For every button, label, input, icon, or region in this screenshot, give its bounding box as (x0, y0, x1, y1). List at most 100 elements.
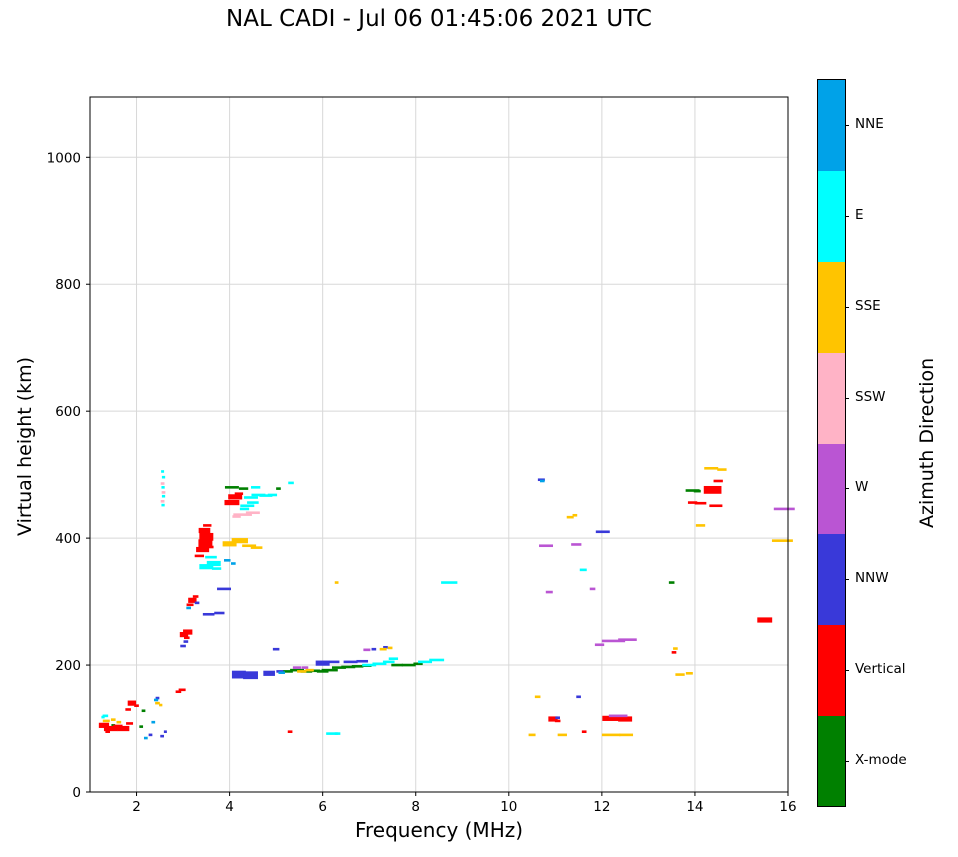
data-point-sse (704, 467, 719, 470)
data-point-nnw (194, 601, 200, 605)
data-point-x-mode (276, 487, 281, 490)
data-point-vertical (175, 690, 182, 694)
data-point-w (618, 638, 637, 641)
data-point-e (161, 470, 165, 473)
data-point-x-mode (311, 669, 321, 673)
data-point-e (418, 660, 433, 664)
data-point-vertical (198, 527, 211, 534)
data-point-sse (572, 513, 578, 517)
data-point-nnw (343, 660, 358, 664)
data-point-sse (619, 733, 634, 737)
data-point-e (251, 486, 261, 489)
data-point-x-mode (351, 665, 364, 668)
data-point-vertical (228, 494, 243, 500)
data-point-ssw (161, 491, 166, 494)
data-point-vertical (183, 629, 193, 635)
data-point-nnw (183, 640, 189, 643)
data-point-nnw (180, 644, 186, 648)
data-point-nnw (272, 647, 280, 651)
data-point-x-mode (321, 668, 338, 672)
data-point-e (161, 503, 165, 507)
data-point-x-mode (139, 725, 144, 728)
data-point-sse (250, 546, 263, 549)
data-point-e (161, 475, 166, 479)
data-point-e (382, 660, 395, 664)
chart-title: NAL CADI - Jul 06 01:45:06 2021 UTC (226, 6, 652, 32)
data-point-sse (242, 544, 257, 548)
data-point-nnw (576, 695, 581, 699)
data-point-vertical (757, 617, 773, 623)
data-point-e (288, 481, 294, 485)
data-point-e (161, 494, 166, 498)
data-point-sse (110, 718, 116, 721)
data-point-ssw (160, 482, 165, 485)
colorbar-label: Azimuth Direction (916, 357, 938, 528)
data-point-sse (222, 541, 237, 547)
data-point-vertical (224, 499, 240, 506)
data-point-vertical (618, 716, 633, 722)
data-point-ssw (160, 500, 165, 503)
data-point-nnw (163, 730, 167, 734)
data-point-vertical (188, 597, 197, 603)
x-tick-label: 2 (132, 799, 141, 815)
data-point-e (239, 507, 250, 511)
data-point-w (292, 666, 302, 669)
data-point-nnw (217, 587, 231, 591)
data-point-e (259, 494, 273, 497)
data-point-sse (379, 647, 387, 651)
data-point-w (608, 714, 628, 718)
data-point-vertical (127, 700, 137, 706)
data-point-sse (534, 695, 541, 699)
data-point-e (388, 657, 399, 661)
x-tick-label: 12 (593, 799, 610, 815)
data-point-e (206, 560, 221, 567)
data-point-sse (528, 733, 536, 737)
data-point-vertical (671, 651, 677, 654)
data-point-vertical (125, 708, 131, 711)
data-point-x-mode (224, 486, 239, 489)
data-point-w (363, 648, 371, 652)
data-point-x-mode (238, 487, 249, 490)
y-tick-label: 600 (55, 404, 81, 420)
data-point-e (244, 496, 258, 499)
data-point-nnw (263, 670, 275, 676)
y-tick-label: 200 (55, 658, 81, 674)
data-point-e (579, 568, 587, 572)
data-point-x-mode (290, 668, 305, 672)
data-point-x-mode (401, 663, 416, 667)
data-point-nne (186, 606, 191, 610)
data-point-e (267, 493, 278, 497)
data-point-x-mode (693, 489, 701, 493)
data-point-e (362, 663, 377, 667)
x-tick-label: 4 (225, 799, 234, 815)
data-point-e (161, 486, 165, 489)
data-point-w (301, 666, 309, 669)
data-point-nnw (202, 612, 215, 616)
y-tick-label: 800 (55, 277, 81, 293)
data-point-vertical (199, 532, 214, 541)
data-point-nne (278, 671, 285, 674)
data-point-e (102, 714, 109, 718)
data-point-e (334, 732, 341, 735)
data-point-vertical (198, 539, 213, 548)
data-point-w (601, 639, 626, 643)
y-tick-label: 400 (55, 531, 81, 547)
data-point-vertical (709, 504, 723, 508)
data-point-w (539, 544, 554, 548)
data-point-e (199, 564, 214, 570)
data-point-nne (151, 720, 156, 724)
data-point-vertical (98, 722, 110, 728)
data-point-e (372, 662, 387, 666)
data-point-x-mode (391, 663, 403, 667)
data-point-nne (539, 479, 545, 483)
data-point-vertical (117, 725, 130, 732)
data-point-sse (155, 701, 160, 705)
data-point-sse (102, 719, 110, 723)
data-point-vertical (554, 719, 561, 723)
x-tick-label: 10 (500, 799, 517, 815)
data-point-vertical (183, 636, 190, 640)
data-point-ssw (233, 513, 252, 516)
data-point-vertical (206, 545, 214, 549)
data-point-sse (557, 733, 567, 737)
